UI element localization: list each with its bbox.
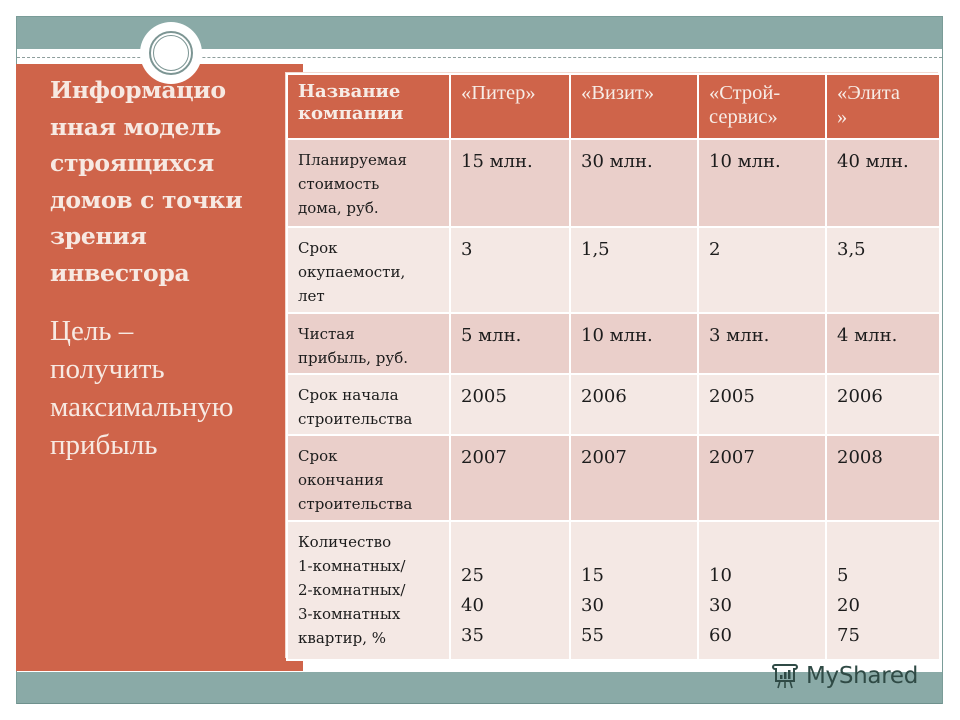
cell-value: 2008: [825, 434, 941, 522]
header-company-name: Название компании: [286, 73, 451, 140]
cell-value: 2006: [825, 373, 941, 436]
bottom-band: [17, 672, 942, 704]
cell-value: 2007: [697, 434, 827, 522]
cell-value: 30 млн.: [569, 138, 699, 228]
goal-text: Цель – получить максимальную прибыль: [50, 312, 300, 464]
table-row: Срок окупаемости, лет 3 1,5 2 3,5: [286, 226, 941, 314]
header-vizit: «Визит»: [569, 73, 699, 140]
cell-value: 25 40 35: [449, 520, 571, 661]
myshared-watermark: MyShared: [770, 659, 918, 693]
header-elita: «Элита »: [825, 73, 941, 140]
goal-line: получить: [50, 353, 165, 385]
cell-value: 3: [449, 226, 571, 314]
cell-value: 1,5: [569, 226, 699, 314]
table-header-row: Название компании «Питер» «Визит» «Строй…: [286, 73, 941, 140]
row-label: Срок окончания строительства: [286, 434, 451, 522]
row-label: Срок начала строительства: [286, 373, 451, 436]
row-label: Срок окупаемости, лет: [286, 226, 451, 314]
title-line: инвестора: [50, 258, 190, 287]
slide-title: Информацио нная модель строящихся домов …: [50, 72, 300, 291]
table-row: Срок окончания строительства 2007 2007 2…: [286, 434, 941, 522]
company-comparison-table: Название компании «Питер» «Визит» «Строй…: [285, 72, 941, 661]
cell-value: 2007: [569, 434, 699, 522]
title-line: домов с точки: [50, 185, 243, 214]
cell-value: 2: [697, 226, 827, 314]
cell-value: 2005: [449, 373, 571, 436]
header-stroy-servis: «Строй- сервис»: [697, 73, 827, 140]
table-row: Количество 1-комнатных/ 2-комнатных/ 3-к…: [286, 520, 941, 661]
table-row: Срок начала строительства 2005 2006 2005…: [286, 373, 941, 436]
cell-value: 15 млн.: [449, 138, 571, 228]
table-row: Планируемая стоимость дома, руб. 15 млн.…: [286, 138, 941, 228]
title-line: строящихся: [50, 149, 214, 177]
circle-ornament-icon: [140, 22, 202, 84]
cell-value: 2005: [697, 373, 827, 436]
cell-value: 4 млн.: [825, 312, 941, 375]
cell-value: 10 млн.: [569, 312, 699, 375]
cell-value: 10 30 60: [697, 520, 827, 661]
cell-value: 3,5: [825, 226, 941, 314]
cell-value: 2007: [449, 434, 571, 522]
cell-value: 40 млн.: [825, 138, 941, 228]
row-label: Количество 1-комнатных/ 2-комнатных/ 3-к…: [286, 520, 451, 661]
row-label: Планируемая стоимость дома, руб.: [286, 138, 451, 228]
header-piter: «Питер»: [449, 73, 571, 140]
left-title-panel: Информацио нная модель строящихся домов …: [16, 64, 303, 671]
cell-value: 2006: [569, 373, 699, 436]
cell-value: 3 млн.: [697, 312, 827, 375]
dashed-divider: [17, 57, 942, 58]
goal-line: Цель –: [50, 315, 134, 347]
goal-line: максимальную: [50, 391, 234, 423]
cell-value: 5 млн.: [449, 312, 571, 375]
cell-value: 5 20 75: [825, 520, 941, 661]
cell-value: 10 млн.: [697, 138, 827, 228]
title-line: Информацио: [50, 76, 226, 104]
presentation-board-icon: [772, 664, 798, 689]
row-label: Чистая прибыль, руб.: [286, 312, 451, 375]
goal-line: прибыль: [50, 429, 158, 461]
table-row: Чистая прибыль, руб. 5 млн. 10 млн. 3 мл…: [286, 312, 941, 375]
cell-value: 15 30 55: [569, 520, 699, 661]
watermark-text: MyShared: [806, 663, 919, 689]
title-line: зрения: [50, 222, 147, 250]
title-line: нная модель: [50, 112, 222, 141]
